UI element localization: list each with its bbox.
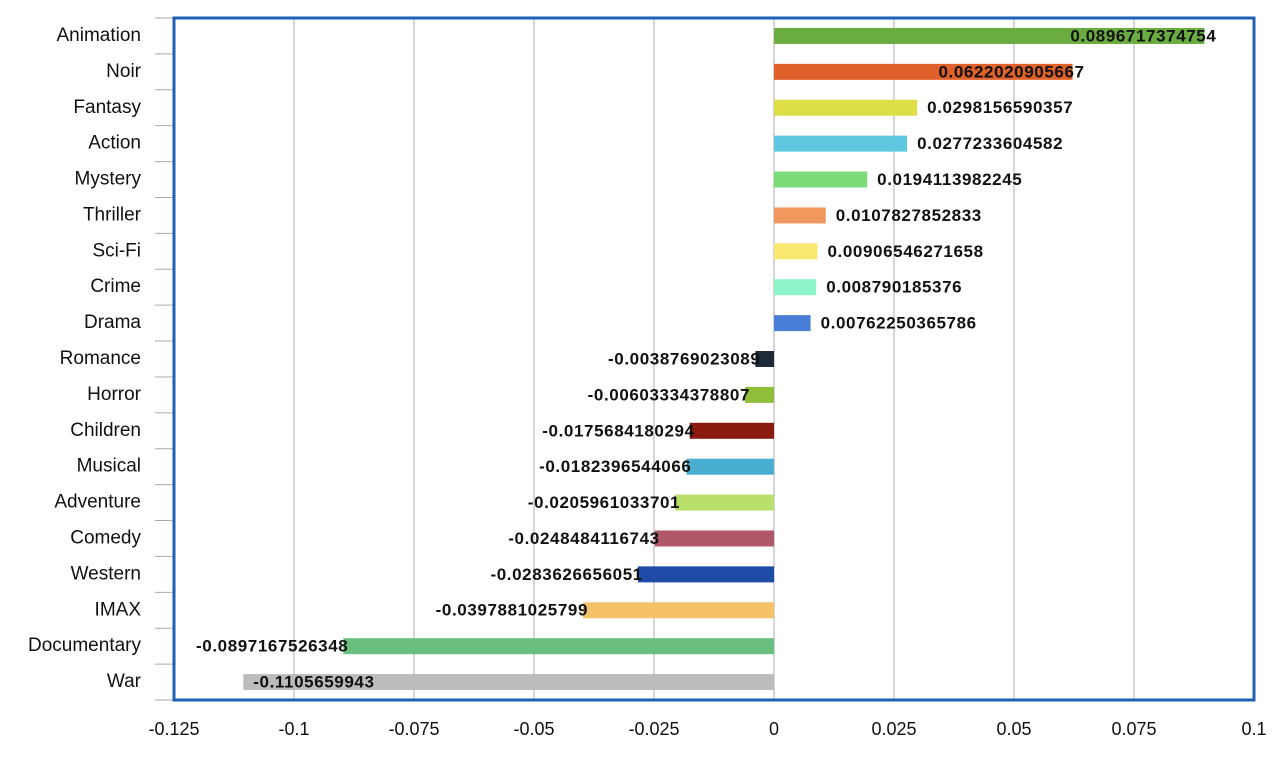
- x-tick-label: -0.1: [278, 719, 309, 739]
- y-tick-label: Drama: [84, 312, 141, 333]
- bar: [583, 602, 774, 619]
- y-tick-label: Documentary: [28, 635, 141, 656]
- value-label: -0.00603334378807: [588, 385, 750, 404]
- bar: [654, 530, 774, 547]
- y-tick-label: Sci-Fi: [92, 240, 141, 261]
- value-label: -0.0248484116743: [508, 529, 659, 548]
- bar: [774, 63, 1073, 80]
- y-tick-label: Crime: [90, 276, 141, 297]
- value-label: -0.0175684180294: [542, 421, 694, 440]
- value-label: 0.0107827852833: [836, 206, 982, 225]
- y-tick-label: Children: [70, 420, 141, 441]
- x-tick-label: 0.075: [1111, 719, 1156, 739]
- value-label: 0.0277233604582: [917, 134, 1063, 153]
- y-tick-label: Action: [88, 133, 141, 154]
- y-tick-label: Horror: [87, 384, 142, 405]
- bar: [774, 243, 818, 260]
- x-tick-label: -0.025: [628, 719, 679, 739]
- bar: [343, 638, 774, 655]
- value-label: 0.008790185376: [826, 278, 962, 297]
- value-label: 0.0896717374754: [1070, 26, 1216, 45]
- value-label: -0.0038769023089: [608, 349, 760, 368]
- y-tick-label: Thriller: [83, 204, 142, 225]
- y-tick-label: Fantasy: [73, 97, 141, 118]
- x-tick-label: -0.05: [513, 719, 554, 739]
- value-label: 0.00906546271658: [828, 242, 984, 261]
- y-tick-label: Animation: [57, 25, 142, 46]
- bar: [774, 315, 811, 332]
- x-tick-label: 0.05: [996, 719, 1031, 739]
- bar: [745, 386, 774, 403]
- bar: [689, 422, 774, 439]
- bar: [675, 494, 774, 511]
- value-label: -0.0283626656051: [490, 565, 642, 584]
- y-tick-label: Comedy: [70, 527, 141, 548]
- x-tick-label: -0.075: [388, 719, 439, 739]
- x-tick-label: 0: [769, 719, 779, 739]
- value-label: -0.0897167526348: [196, 637, 348, 656]
- y-tick-label: Mystery: [75, 169, 142, 190]
- bar: [774, 171, 868, 188]
- value-label: 0.0194113982245: [877, 170, 1022, 189]
- x-tick-label: 0.025: [871, 719, 916, 739]
- x-tick-label: -0.125: [148, 719, 199, 739]
- bar: [774, 135, 908, 152]
- value-label: -0.0397881025799: [436, 601, 588, 620]
- bar: [774, 207, 826, 224]
- bar: [637, 566, 774, 583]
- plot-frame: [172, 16, 1256, 702]
- bar: [686, 458, 774, 475]
- value-label: 0.00762250365786: [821, 314, 977, 333]
- y-tick-label: Musical: [77, 456, 141, 477]
- bar: [774, 279, 817, 296]
- bar: [243, 674, 775, 691]
- value-label: -0.1105659943: [253, 673, 374, 692]
- value-label: -0.0182396544066: [539, 457, 691, 476]
- y-tick-label: Adventure: [54, 492, 141, 513]
- value-label: -0.0205961033701: [528, 493, 680, 512]
- y-tick-label: IMAX: [95, 599, 142, 620]
- value-label: 0.0622020905667: [938, 62, 1084, 81]
- y-tick-label: Noir: [106, 61, 142, 82]
- bar: [755, 351, 774, 367]
- y-tick-label: War: [107, 671, 142, 692]
- x-tick-label: 0.1: [1241, 719, 1266, 739]
- bar: [774, 27, 1205, 44]
- y-tick-label: Western: [71, 563, 141, 584]
- value-label: 0.0298156590357: [927, 98, 1073, 117]
- y-tick-label: Romance: [60, 348, 141, 369]
- bar: [774, 99, 918, 116]
